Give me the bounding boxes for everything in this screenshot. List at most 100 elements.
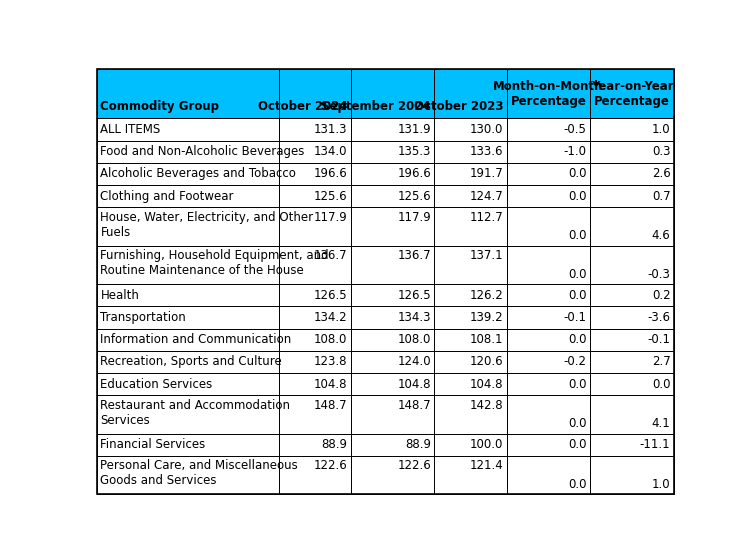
Text: Information and Communication: Information and Communication [101, 333, 292, 346]
Text: 196.6: 196.6 [314, 167, 347, 180]
Text: -11.1: -11.1 [640, 439, 670, 451]
Bar [97, 434, 279, 456]
Text: 0.2: 0.2 [652, 288, 670, 302]
Text: 0.0: 0.0 [569, 268, 587, 281]
Text: ALL ITEMS: ALL ITEMS [101, 123, 161, 136]
Bar [279, 329, 350, 351]
Text: 0.0: 0.0 [569, 333, 587, 346]
Text: 131.9: 131.9 [397, 123, 431, 136]
Text: Financial Services: Financial Services [101, 439, 205, 451]
Text: 126.2: 126.2 [469, 288, 503, 302]
Bar [97, 69, 279, 118]
Bar [507, 246, 590, 284]
Bar [97, 329, 279, 351]
Text: Recreation, Sports and Culture: Recreation, Sports and Culture [101, 355, 282, 368]
Text: 4.1: 4.1 [652, 417, 670, 430]
Text: Health: Health [101, 288, 139, 302]
Bar [350, 69, 435, 118]
Text: 120.6: 120.6 [469, 355, 503, 368]
Text: 142.8: 142.8 [469, 399, 503, 412]
Text: 121.4: 121.4 [469, 459, 503, 473]
Text: 196.6: 196.6 [397, 167, 431, 180]
Text: 124.7: 124.7 [469, 190, 503, 203]
Bar [590, 456, 674, 494]
Bar [97, 456, 279, 494]
Text: 191.7: 191.7 [469, 167, 503, 180]
Text: 137.1: 137.1 [469, 249, 503, 262]
Bar [350, 284, 435, 306]
Bar [590, 69, 674, 118]
Text: 139.2: 139.2 [469, 311, 503, 324]
Text: 104.8: 104.8 [398, 378, 431, 391]
Text: 112.7: 112.7 [469, 210, 503, 224]
Bar [507, 434, 590, 456]
Text: Month-on-Month
Percentage: Month-on-Month Percentage [493, 80, 604, 108]
Bar [279, 69, 350, 118]
Text: 136.7: 136.7 [397, 249, 431, 262]
Text: 133.6: 133.6 [469, 145, 503, 158]
Bar [507, 456, 590, 494]
Text: 0.0: 0.0 [569, 288, 587, 302]
Text: Year-on-Year
Percentage: Year-on-Year Percentage [591, 80, 673, 108]
Bar [97, 141, 279, 163]
Text: Education Services: Education Services [101, 378, 213, 391]
Text: 134.0: 134.0 [314, 145, 347, 158]
Bar [97, 207, 279, 246]
Bar [435, 69, 507, 118]
Bar [97, 246, 279, 284]
Bar [350, 456, 435, 494]
Text: 130.0: 130.0 [470, 123, 503, 136]
Bar [97, 163, 279, 185]
Bar [97, 185, 279, 207]
Bar [590, 163, 674, 185]
Bar [279, 306, 350, 329]
Bar [279, 351, 350, 373]
Bar [507, 69, 590, 118]
Text: 104.8: 104.8 [469, 378, 503, 391]
Bar [507, 373, 590, 395]
Bar [590, 284, 674, 306]
Text: Alcoholic Beverages and Tobacco: Alcoholic Beverages and Tobacco [101, 167, 296, 180]
Bar [435, 456, 507, 494]
Bar [435, 329, 507, 351]
Bar [279, 373, 350, 395]
Text: Furnishing, Household Equipment, and
Routine Maintenance of the House: Furnishing, Household Equipment, and Rou… [101, 249, 329, 277]
Text: 124.0: 124.0 [397, 355, 431, 368]
Bar [590, 395, 674, 434]
Text: 134.3: 134.3 [398, 311, 431, 324]
Bar [590, 207, 674, 246]
Text: 131.3: 131.3 [314, 123, 347, 136]
Text: 0.0: 0.0 [569, 167, 587, 180]
Bar [350, 395, 435, 434]
Bar [350, 351, 435, 373]
Text: Restaurant and Accommodation
Services: Restaurant and Accommodation Services [101, 399, 290, 427]
Bar [350, 185, 435, 207]
Bar [279, 118, 350, 141]
Bar [507, 329, 590, 351]
Bar [435, 163, 507, 185]
Text: October 2024: October 2024 [258, 100, 347, 113]
Bar [279, 434, 350, 456]
Text: Food and Non-Alcoholic Beverages: Food and Non-Alcoholic Beverages [101, 145, 305, 158]
Bar [507, 141, 590, 163]
Text: -0.2: -0.2 [564, 355, 587, 368]
Text: 117.9: 117.9 [314, 210, 347, 224]
Text: -0.1: -0.1 [647, 333, 670, 346]
Bar [507, 118, 590, 141]
Text: 126.5: 126.5 [397, 288, 431, 302]
Bar [279, 185, 350, 207]
Bar [350, 141, 435, 163]
Text: 4.6: 4.6 [652, 229, 670, 242]
Bar [435, 351, 507, 373]
Text: -0.3: -0.3 [647, 268, 670, 281]
Bar [590, 118, 674, 141]
Text: 1.0: 1.0 [652, 478, 670, 491]
Bar [97, 284, 279, 306]
Bar [507, 306, 590, 329]
Text: -3.6: -3.6 [647, 311, 670, 324]
Text: 0.0: 0.0 [569, 478, 587, 491]
Text: 100.0: 100.0 [470, 439, 503, 451]
Text: 148.7: 148.7 [397, 399, 431, 412]
Text: 108.0: 108.0 [314, 333, 347, 346]
Bar [435, 207, 507, 246]
